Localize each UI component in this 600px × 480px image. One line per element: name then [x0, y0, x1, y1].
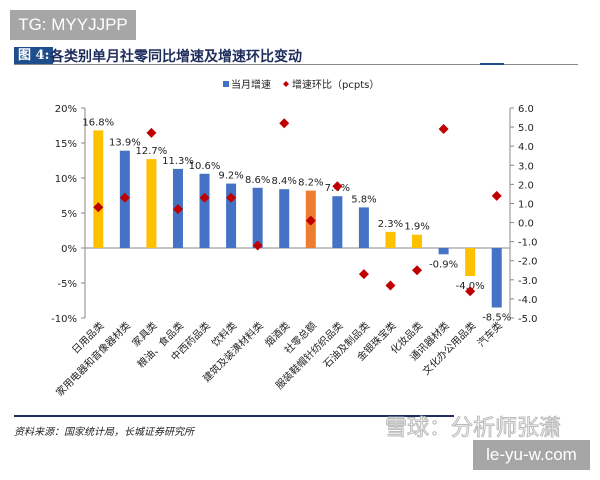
right-tick-label: -2.0	[518, 257, 538, 268]
data-label: 8.6%	[245, 175, 270, 186]
left-tick-label: -5%	[58, 279, 77, 290]
right-tick-label: -4.0	[518, 295, 538, 306]
bar	[226, 183, 237, 248]
right-tick-label: 1.0	[518, 199, 534, 210]
bar	[146, 159, 157, 248]
chart-title: 各类别单月社零同比增速及增速环比变动	[50, 49, 302, 65]
figure-label: 图 4:	[14, 47, 54, 65]
right-tick-label: 6.0	[518, 104, 534, 115]
bar	[332, 196, 343, 248]
diamond-marker	[119, 192, 130, 203]
left-tick-label: -10%	[51, 314, 77, 325]
bar	[465, 248, 476, 276]
right-tick-label: -5.0	[518, 314, 538, 325]
data-label: 13.9%	[109, 138, 141, 149]
data-label: 10.6%	[189, 161, 221, 172]
diamond-marker	[279, 118, 290, 129]
bar	[491, 248, 502, 308]
watermark-site: le-yu-w.com	[473, 440, 590, 470]
data-label: 8.4%	[272, 176, 297, 187]
watermark-text: 雪球：分析师张潇	[384, 416, 562, 442]
data-label: -8.5%	[482, 313, 511, 324]
bar	[358, 207, 369, 248]
right-tick-label: 2.0	[518, 180, 534, 191]
left-tick-label: 10%	[55, 174, 77, 185]
left-tick-label: 15%	[55, 139, 77, 150]
right-tick-label: 3.0	[518, 161, 534, 172]
title-divider	[14, 64, 578, 65]
data-label: 5.8%	[351, 194, 376, 205]
diamond-marker	[465, 286, 476, 297]
footer-divider	[14, 415, 454, 417]
data-label: 1.9%	[404, 222, 429, 233]
bar	[438, 248, 449, 255]
diamond-marker	[93, 202, 104, 213]
data-label: 16.8%	[82, 117, 114, 128]
diamond-marker	[385, 280, 396, 291]
source-note: 资料来源：国家统计局，长城证券研究所	[14, 427, 194, 438]
diamond-marker	[438, 124, 449, 134]
bar	[93, 130, 104, 248]
left-tick-label: 5%	[61, 209, 77, 220]
bar	[385, 231, 396, 248]
watermark-badge: TG: MYYJJPP	[10, 10, 136, 40]
diamond-marker	[252, 240, 263, 251]
bar	[279, 189, 290, 248]
right-tick-label: 0.0	[518, 219, 534, 230]
title-divider-accent	[480, 63, 504, 65]
legend-bar-swatch	[223, 81, 229, 87]
diamond-marker	[491, 190, 502, 201]
diamond-marker	[305, 215, 316, 226]
diamond-marker	[226, 192, 237, 203]
data-label: 12.7%	[136, 146, 168, 157]
data-label: 2.3%	[378, 219, 403, 230]
diamond-marker	[332, 181, 343, 192]
diamond-marker	[172, 204, 183, 215]
right-tick-label: -3.0	[518, 276, 538, 287]
data-label: -0.9%	[429, 259, 458, 270]
data-label: 11.3%	[162, 156, 194, 167]
left-tick-label: 20%	[55, 104, 77, 115]
legend-diamond-swatch	[283, 81, 289, 87]
bar	[412, 234, 423, 248]
diamond-marker	[146, 127, 157, 138]
right-tick-label: -1.0	[518, 238, 538, 249]
diamond-marker	[199, 192, 210, 203]
diamond-marker	[412, 265, 423, 276]
data-label: 9.2%	[218, 171, 243, 182]
bar	[252, 187, 263, 248]
data-label: 8.2%	[298, 178, 323, 189]
legend-diamond-label: 增速环比（pcpts）	[292, 78, 379, 91]
legend-bar-label: 当月增速	[231, 78, 271, 91]
bar	[199, 173, 210, 248]
right-tick-label: 5.0	[518, 123, 534, 134]
right-tick-label: 4.0	[518, 142, 534, 153]
left-tick-label: 0%	[61, 244, 77, 255]
diamond-marker	[358, 269, 369, 280]
